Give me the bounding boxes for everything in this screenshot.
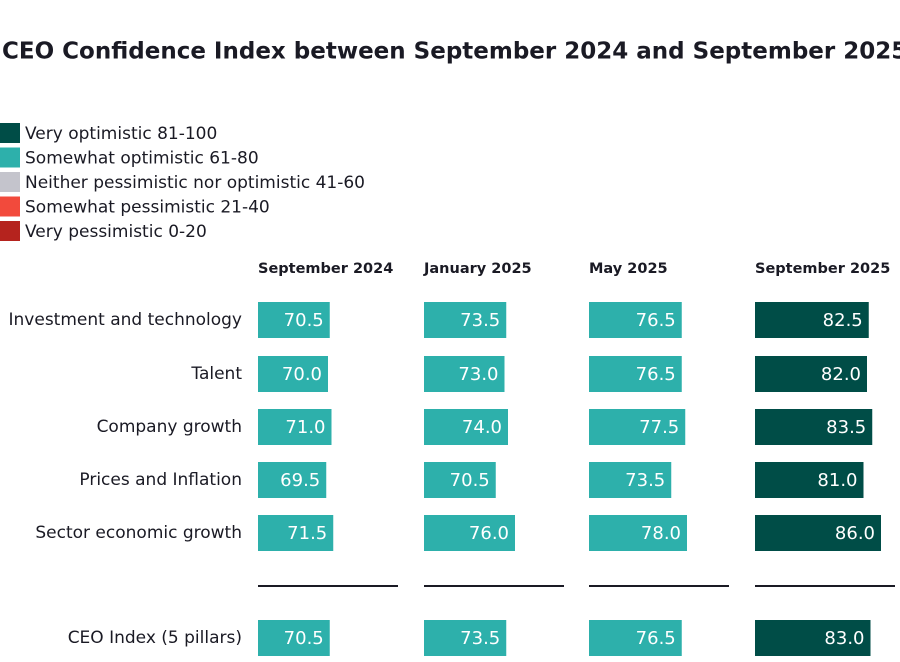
value-label: 70.5 xyxy=(284,628,324,649)
bar xyxy=(258,515,334,551)
bar xyxy=(755,356,867,392)
value-label: 71.5 xyxy=(287,523,327,544)
value-label: 83.5 xyxy=(826,417,866,438)
value-label: 73.5 xyxy=(460,628,500,649)
bar xyxy=(424,356,505,392)
legend-swatch xyxy=(0,221,20,241)
row-label: Prices and Inflation xyxy=(79,470,242,490)
value-label: 70.5 xyxy=(450,470,490,491)
value-label: 76.0 xyxy=(469,523,509,544)
bar xyxy=(755,302,869,338)
value-label: 70.0 xyxy=(282,364,322,385)
bar xyxy=(258,409,332,445)
legend-swatch xyxy=(0,147,20,168)
column-header: September 2025 xyxy=(755,261,890,277)
legend-swatch xyxy=(0,196,20,217)
bar xyxy=(755,620,871,656)
bar xyxy=(589,302,682,338)
bar xyxy=(589,462,672,498)
row-label: CEO Index (5 pillars) xyxy=(68,628,242,648)
bar xyxy=(755,409,873,445)
row-label: Talent xyxy=(190,364,242,384)
bar xyxy=(258,462,327,498)
legend-label: Somewhat optimistic 61-80 xyxy=(25,149,259,169)
bar xyxy=(589,515,687,551)
column-header: January 2025 xyxy=(423,261,532,277)
bar xyxy=(424,620,507,656)
legend-label: Very optimistic 81-100 xyxy=(25,124,217,144)
value-label: 76.5 xyxy=(636,628,676,649)
row-label: Sector economic growth xyxy=(35,523,242,543)
column-header: September 2024 xyxy=(258,261,393,277)
legend-label: Somewhat pessimistic 21-40 xyxy=(25,198,270,218)
value-label: 70.5 xyxy=(284,310,324,331)
value-label: 82.5 xyxy=(823,310,863,331)
bar xyxy=(755,462,864,498)
value-label: 73.5 xyxy=(460,310,500,331)
column-header: May 2025 xyxy=(589,261,668,277)
value-label: 78.0 xyxy=(641,523,681,544)
value-label: 77.5 xyxy=(639,417,679,438)
legend-label: Neither pessimistic nor optimistic 41-60 xyxy=(25,173,365,193)
bar xyxy=(258,302,330,338)
value-label: 76.5 xyxy=(636,310,676,331)
bar xyxy=(589,409,686,445)
value-label: 69.5 xyxy=(280,470,320,491)
bar xyxy=(424,302,507,338)
row-label: Company growth xyxy=(97,417,242,437)
bar xyxy=(589,356,682,392)
value-label: 73.0 xyxy=(458,364,498,385)
bar xyxy=(258,620,330,656)
value-label: 71.0 xyxy=(285,417,325,438)
value-label: 82.0 xyxy=(821,364,861,385)
value-label: 76.5 xyxy=(636,364,676,385)
bar xyxy=(589,620,682,656)
value-label: 74.0 xyxy=(462,417,502,438)
bar xyxy=(755,515,881,551)
bar xyxy=(424,462,496,498)
bar xyxy=(424,409,508,445)
bar xyxy=(424,515,515,551)
value-label: 83.0 xyxy=(824,628,864,649)
row-label: Investment and technology xyxy=(9,310,242,330)
value-label: 81.0 xyxy=(817,470,857,491)
legend-label: Very pessimistic 0-20 xyxy=(25,222,207,242)
legend-swatch xyxy=(0,123,20,143)
legend-swatch xyxy=(0,172,20,192)
value-label: 86.0 xyxy=(835,523,875,544)
bar xyxy=(258,356,328,392)
value-label: 73.5 xyxy=(625,470,665,491)
chart-title: CEO Confidence Index between September 2… xyxy=(2,39,900,65)
